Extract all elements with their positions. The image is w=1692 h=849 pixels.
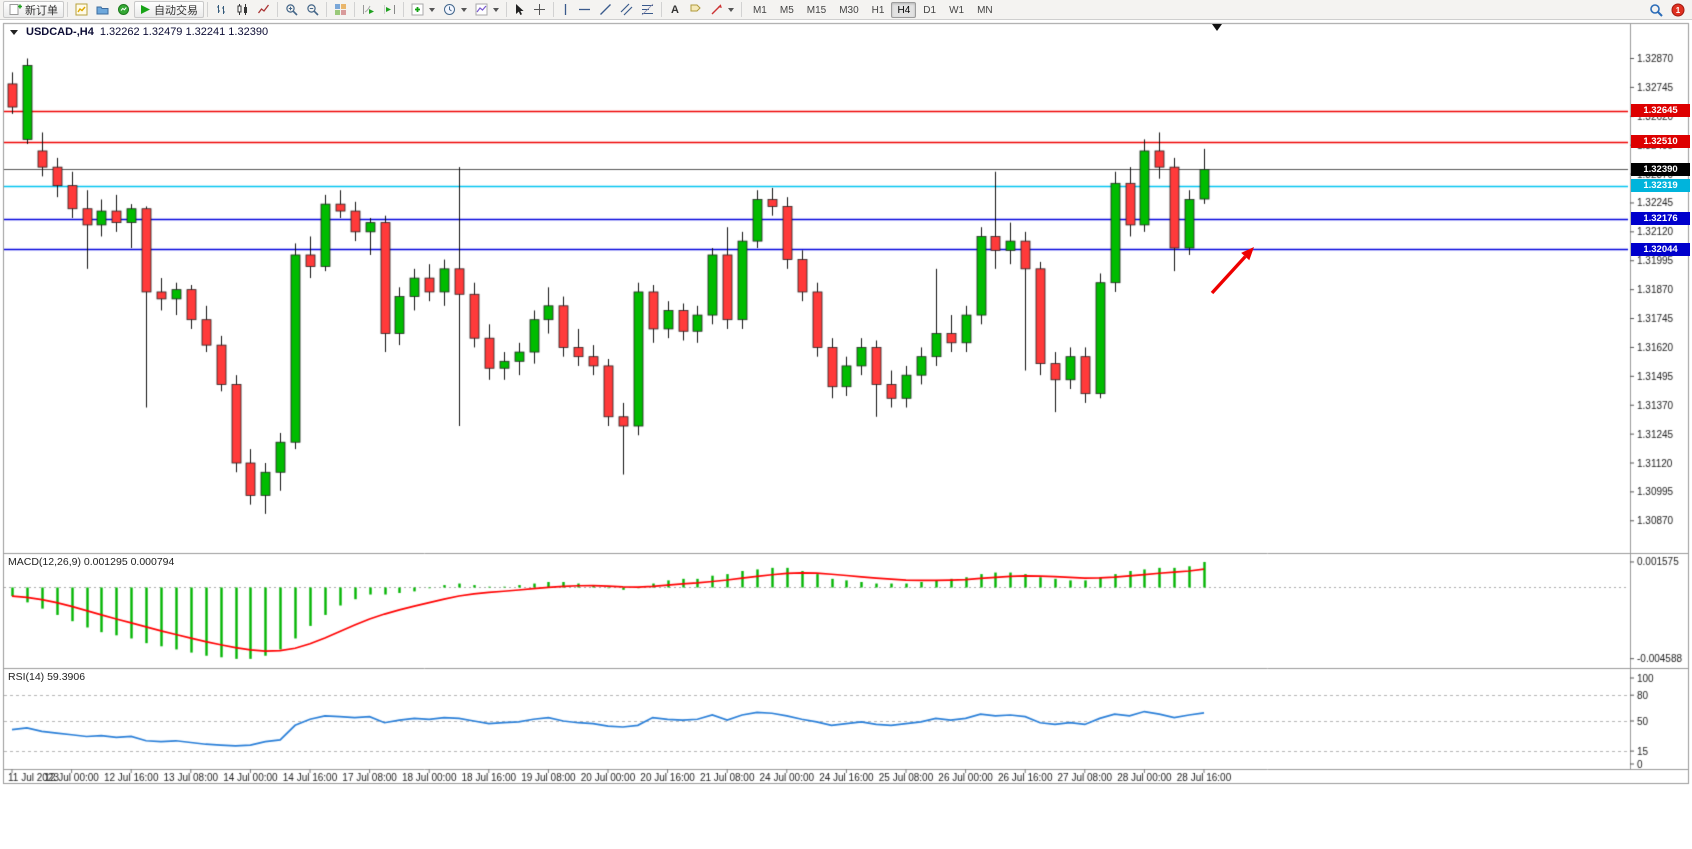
bar-chart-icon (215, 3, 228, 16)
timeframe-toolbar: M1 M5 M15 M30 H1 H4 D1 W1 MN (747, 1, 999, 18)
toolbar-separator (67, 2, 68, 17)
new-order-icon (9, 3, 22, 16)
svg-text:1: 1 (1676, 6, 1681, 15)
rsi-indicator-label: RSI(14) 59.3906 (8, 671, 86, 683)
timeframe-button-w1[interactable]: W1 (943, 2, 970, 18)
candlestick-chart-button[interactable] (232, 1, 253, 18)
arrows-tool-button[interactable] (706, 1, 738, 18)
toolbar-separator (661, 2, 662, 17)
chevron-down-icon (727, 7, 734, 12)
text-label-button[interactable] (685, 1, 706, 18)
new-chart-button[interactable] (71, 1, 92, 18)
clock-icon (443, 3, 456, 16)
auto-scroll-icon (362, 3, 375, 16)
main-toolbar: 新订单 自动交易 (0, 0, 1692, 20)
crosshair-button[interactable] (529, 1, 550, 18)
chevron-down-icon (461, 7, 467, 12)
profiles-icon (96, 3, 109, 16)
fibonacci-icon (641, 3, 654, 16)
autotrading-label: 自动交易 (154, 4, 198, 17)
chevron-down-icon (493, 7, 499, 12)
zoom-in-button[interactable] (281, 1, 302, 18)
toolbar-separator (740, 2, 742, 17)
autotrading-play-icon (140, 4, 151, 15)
toolbar-separator (354, 2, 355, 17)
cursor-button[interactable] (510, 1, 529, 18)
text-tool-icon: A (671, 3, 679, 16)
periods-button[interactable] (439, 1, 471, 18)
chart-shift-icon (383, 3, 396, 16)
channel-button[interactable] (616, 1, 637, 18)
timeframe-button-m5[interactable]: M5 (774, 2, 800, 18)
new-chart-icon (75, 3, 88, 16)
arrow-tool-icon (710, 3, 723, 16)
market-watch-icon (117, 3, 130, 16)
trendline-icon (599, 3, 612, 16)
line-chart-button[interactable] (253, 1, 274, 18)
toolbar-separator (277, 2, 278, 17)
zoom-out-button[interactable] (302, 1, 323, 18)
auto-scroll-button[interactable] (358, 1, 379, 18)
crosshair-icon (533, 3, 546, 16)
indicators-icon (411, 3, 424, 16)
timeframe-button-h4[interactable]: H4 (891, 1, 917, 18)
line-chart-icon (257, 3, 270, 16)
timeframe-button-m1[interactable]: M1 (747, 2, 773, 18)
search-button[interactable] (1645, 1, 1667, 18)
horizontal-line-button[interactable] (574, 1, 595, 18)
search-icon (1649, 3, 1663, 17)
timeframe-button-d1[interactable]: D1 (917, 2, 942, 18)
new-order-button[interactable]: 新订单 (3, 1, 64, 18)
channel-icon (620, 3, 633, 16)
tile-windows-icon (334, 3, 347, 16)
toolbar-separator (553, 2, 554, 17)
toolbar-separator (207, 2, 208, 17)
chart-menu-icon[interactable] (10, 29, 18, 35)
new-order-label: 新订单 (25, 4, 58, 17)
text-tool-button[interactable]: A (665, 1, 685, 18)
cursor-icon (514, 3, 525, 16)
timeframe-button-m15[interactable]: M15 (801, 2, 832, 18)
vertical-line-icon (561, 3, 570, 16)
timeframe-button-m30[interactable]: M30 (833, 2, 864, 18)
zoom-out-icon (306, 3, 319, 16)
profiles-button[interactable] (92, 1, 113, 18)
notification-button[interactable]: 1 (1667, 1, 1689, 18)
toolbar-separator (326, 2, 327, 17)
templates-button[interactable] (471, 1, 503, 18)
toolbar-separator (403, 2, 404, 17)
symbol-timeframe-label: USDCAD-,H4 (26, 26, 94, 38)
indicators-button[interactable] (407, 1, 439, 18)
ohlc-values: 1.32262 1.32479 1.32241 1.32390 (99, 26, 269, 38)
timeframe-button-h1[interactable]: H1 (866, 2, 891, 18)
chart-canvas[interactable] (0, 0, 1692, 800)
tag-icon (689, 3, 702, 16)
vertical-line-button[interactable] (557, 1, 574, 18)
toolbar-separator (506, 2, 507, 17)
notification-icon: 1 (1671, 3, 1685, 17)
trendline-button[interactable] (595, 1, 616, 18)
chart-shift-marker[interactable] (1212, 24, 1222, 31)
macd-indicator-label: MACD(12,26,9) 0.001295 0.000794 (8, 556, 175, 568)
zoom-in-icon (285, 3, 298, 16)
bar-chart-button[interactable] (211, 1, 232, 18)
chart-title: USDCAD-,H4 1.32262 1.32479 1.32241 1.323… (10, 26, 268, 38)
horizontal-line-icon (578, 5, 591, 14)
chevron-down-icon (429, 7, 435, 12)
fibonacci-button[interactable] (637, 1, 658, 18)
market-watch-button[interactable] (113, 1, 134, 18)
chart-shift-button[interactable] (379, 1, 400, 18)
candlestick-chart-icon (236, 3, 249, 16)
autotrading-button[interactable]: 自动交易 (134, 1, 204, 18)
templates-icon (475, 3, 488, 16)
tile-windows-button[interactable] (330, 1, 351, 18)
timeframe-button-mn[interactable]: MN (971, 2, 999, 18)
